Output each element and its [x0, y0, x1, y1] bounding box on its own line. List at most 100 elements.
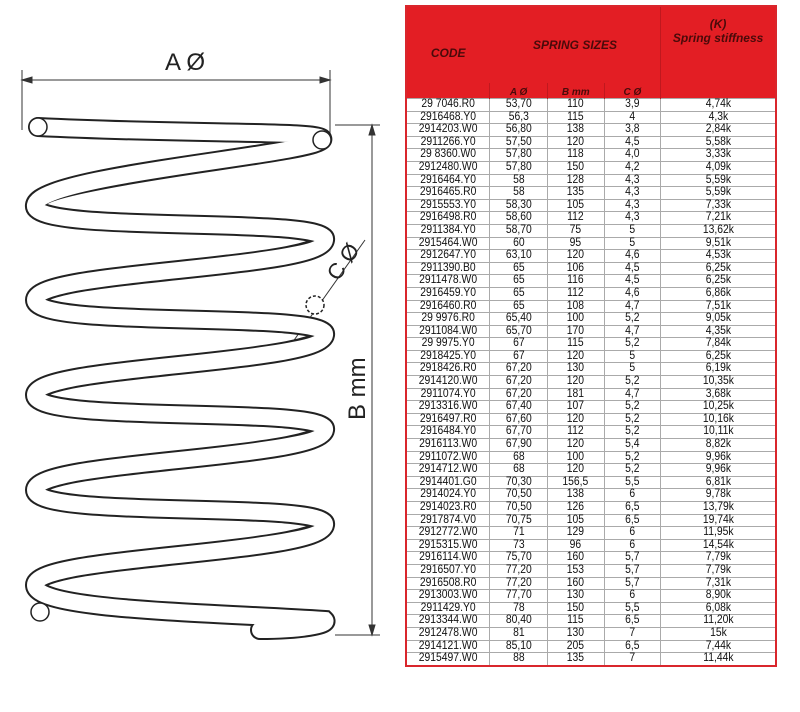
cell-b: 120 [549, 412, 602, 427]
cell-a: 58,60 [492, 211, 546, 225]
cell-c: 5 [606, 349, 659, 364]
cell-b: 130 [549, 626, 602, 641]
cell-a: 65 [492, 286, 546, 301]
table-row: 2915464.W0 60 95 5 9,51k [406, 236, 776, 251]
cell-c: 4,5 [606, 274, 659, 288]
cell-a: 63,10 [492, 249, 546, 263]
cell-code: 2912647.Y0 [409, 249, 487, 263]
cell-code: 2914121.W0 [409, 639, 487, 654]
cell-code: 2912478.W0 [409, 626, 487, 641]
cell-a: 57,50 [492, 135, 546, 150]
label-a: A Ø [165, 49, 205, 76]
table-row: 2916508.R0 77,20 160 5,7 7,31k [406, 576, 776, 591]
cell-c: 5,2 [606, 375, 659, 389]
cell-code: 2916113.W0 [409, 438, 487, 452]
header-c: C Ø [603, 83, 661, 99]
table-row: 2916464.Y0 58 128 4,3 5,59k [406, 173, 776, 188]
cell-c: 5,7 [606, 576, 659, 591]
cell-code: 2911084.W0 [409, 324, 487, 339]
cell-k: 6,25k [666, 349, 771, 364]
cell-c: 7 [606, 626, 659, 641]
cell-k: 6,86k [666, 286, 771, 301]
cell-c: 6,5 [606, 513, 659, 528]
cell-code: 2916468.Y0 [409, 110, 487, 125]
cell-c: 4,6 [606, 249, 659, 263]
cell-code: 2911390.B0 [409, 261, 487, 276]
cell-k: 7,79k [666, 551, 771, 565]
cell-code: 2916497.R0 [409, 412, 487, 427]
cell-c: 3,9 [606, 98, 659, 112]
cell-a: 65,70 [492, 324, 546, 339]
cell-code: 2914203.W0 [409, 123, 487, 137]
cell-code: 2914024.Y0 [409, 488, 487, 502]
label-b: B mm [344, 357, 371, 420]
header-k-label: Spring stiffness [672, 31, 764, 45]
table-row: 29 8360.W0 57,80 118 4,0 3,33k [406, 148, 776, 162]
cell-c: 4,6 [606, 286, 659, 301]
cell-c: 5,2 [606, 450, 659, 465]
cell-b: 138 [549, 123, 602, 137]
cell-c: 3,8 [606, 123, 659, 137]
cell-b: 160 [549, 551, 602, 565]
table-row: 2916459.Y0 65 112 4,6 6,86k [406, 286, 776, 301]
cell-b: 112 [549, 425, 602, 440]
spring-diagram: A Ø B mm C Ø [20, 49, 380, 640]
cell-b: 130 [549, 362, 602, 377]
cell-a: 65 [492, 261, 546, 276]
cell-code: 2915553.Y0 [409, 198, 487, 213]
cell-b: 156,5 [549, 475, 602, 490]
cell-k: 9,96k [666, 450, 771, 465]
cell-c: 5,4 [606, 438, 659, 452]
cell-c: 4,5 [606, 261, 659, 276]
table-row: 2916468.Y0 56,3 115 4 4,3k [406, 110, 776, 125]
cell-a: 58,30 [492, 198, 546, 213]
table-row: 2915315.W0 73 96 6 14,54k [406, 538, 776, 553]
cell-k: 6,81k [666, 475, 771, 490]
cell-b: 170 [549, 324, 602, 339]
cell-k: 6,08k [666, 601, 771, 616]
spring-table: CODE SPRING SIZES (K) Spring stiffness A… [405, 5, 777, 667]
cell-code: 2911266.Y0 [409, 135, 487, 150]
cell-code: 2914023.R0 [409, 501, 487, 515]
cell-c: 6,5 [606, 614, 659, 628]
header-a: A Ø [489, 83, 548, 99]
cell-code: 2916484.Y0 [409, 425, 487, 440]
cell-a: 67,20 [492, 362, 546, 377]
table-row: 2911384.Y0 58,70 75 5 13,62k [406, 223, 776, 238]
cell-k: 5,59k [666, 186, 771, 200]
table-row: 2914120.W0 67,20 120 5,2 10,35k [406, 375, 776, 389]
cell-k: 6,25k [666, 274, 771, 288]
cell-code: 2916460.R0 [409, 299, 487, 314]
cell-c: 5 [606, 236, 659, 251]
cell-k: 9,96k [666, 463, 771, 477]
table-row: 2916114.W0 75,70 160 5,7 7,79k [406, 551, 776, 565]
cell-b: 115 [549, 110, 602, 125]
cell-c: 5,2 [606, 425, 659, 440]
cell-a: 58,70 [492, 223, 546, 238]
cell-a: 58 [492, 186, 546, 200]
cell-b: 128 [549, 173, 602, 188]
cell-code: 2911478.W0 [409, 274, 487, 288]
cell-b: 150 [549, 160, 602, 175]
cell-k: 19,74k [666, 513, 771, 528]
cell-c: 4 [606, 110, 659, 125]
cell-code: 29 9976.R0 [409, 312, 487, 326]
header-sizes: SPRING SIZES [489, 6, 661, 83]
cell-a: 70,50 [492, 488, 546, 502]
cell-c: 5 [606, 223, 659, 238]
cell-b: 115 [549, 337, 602, 351]
cell-c: 4,3 [606, 186, 659, 200]
cell-c: 5,2 [606, 337, 659, 351]
cell-b: 105 [549, 513, 602, 528]
cell-c: 5,5 [606, 475, 659, 490]
table-row: 2911266.Y0 57,50 120 4,5 5,58k [406, 135, 776, 150]
cell-k: 8,82k [666, 438, 771, 452]
cell-a: 70,50 [492, 501, 546, 515]
cell-code: 2916498.R0 [409, 211, 487, 225]
cell-c: 4,3 [606, 198, 659, 213]
table-row: 2912647.Y0 63,10 120 4,6 4,53k [406, 249, 776, 263]
table-row: 2914203.W0 56,80 138 3,8 2,84k [406, 123, 776, 137]
cell-k: 7,79k [666, 563, 771, 578]
cell-code: 2916459.Y0 [409, 286, 487, 301]
cell-code: 2913344.W0 [409, 614, 487, 628]
